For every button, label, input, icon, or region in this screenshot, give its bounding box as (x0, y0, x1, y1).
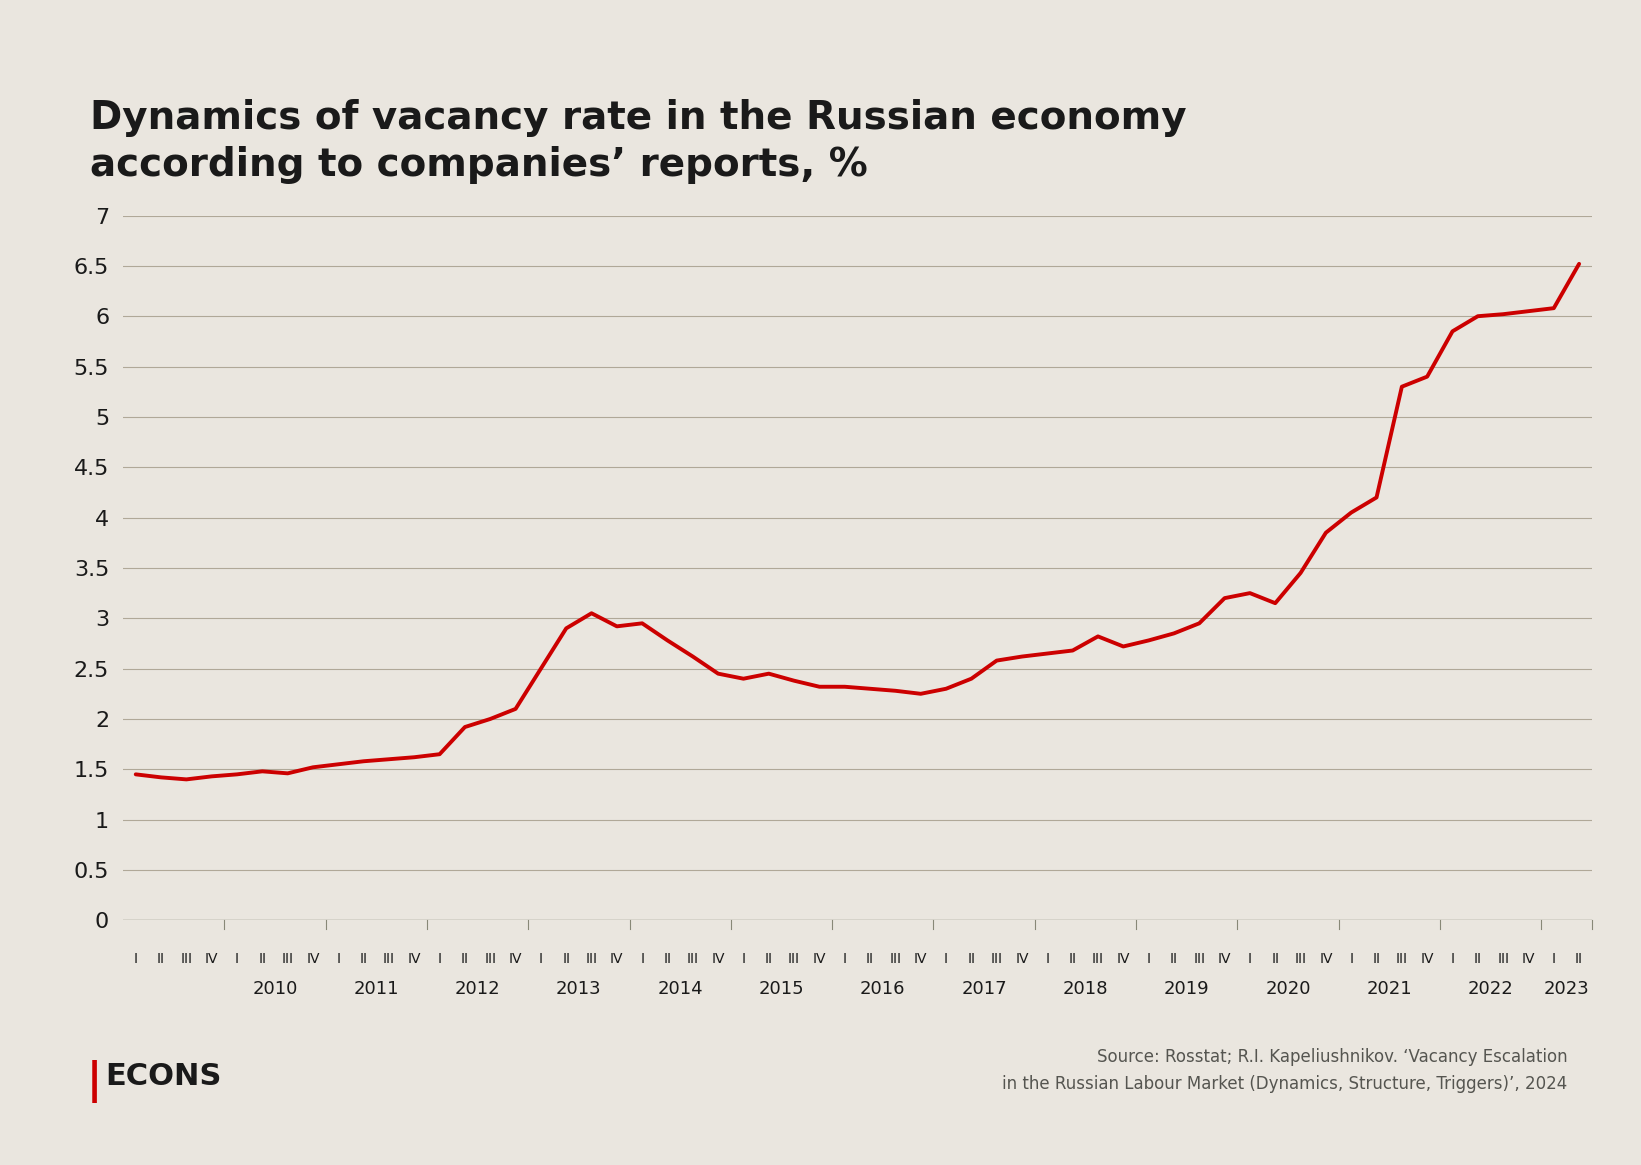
Text: IV: IV (205, 952, 218, 966)
Text: Source: Rosstat; R.I. Kapeliushnikov. ‘Vacancy Escalation
in the Russian Labour : Source: Rosstat; R.I. Kapeliushnikov. ‘V… (1003, 1048, 1567, 1093)
Text: IV: IV (1218, 952, 1231, 966)
Text: IV: IV (1521, 952, 1536, 966)
Text: IV: IV (1016, 952, 1029, 966)
Text: III: III (889, 952, 901, 966)
Text: 2019: 2019 (1163, 980, 1209, 998)
Text: II: II (1170, 952, 1178, 966)
Text: II: II (663, 952, 671, 966)
Text: II: II (1068, 952, 1076, 966)
Text: II: II (968, 952, 975, 966)
Text: 2015: 2015 (758, 980, 804, 998)
Text: II: II (1575, 952, 1584, 966)
Text: I: I (336, 952, 340, 966)
Text: 2018: 2018 (1063, 980, 1108, 998)
Text: I: I (640, 952, 645, 966)
Text: IV: IV (1421, 952, 1434, 966)
Text: IV: IV (509, 952, 522, 966)
Text: II: II (158, 952, 166, 966)
Text: 2021: 2021 (1367, 980, 1411, 998)
Text: IV: IV (1319, 952, 1332, 966)
Text: I: I (235, 952, 240, 966)
Text: III: III (382, 952, 395, 966)
Text: I: I (1552, 952, 1556, 966)
Text: IV: IV (712, 952, 725, 966)
Text: III: III (991, 952, 1003, 966)
Text: IV: IV (610, 952, 624, 966)
Text: ECONS: ECONS (105, 1062, 222, 1092)
Text: 2011: 2011 (353, 980, 399, 998)
Text: III: III (1193, 952, 1204, 966)
Text: 2022: 2022 (1467, 980, 1513, 998)
Text: IV: IV (307, 952, 320, 966)
Text: I: I (1349, 952, 1354, 966)
Text: II: II (359, 952, 368, 966)
Text: III: III (1295, 952, 1306, 966)
Text: 2013: 2013 (556, 980, 602, 998)
Text: III: III (282, 952, 294, 966)
Text: III: III (181, 952, 192, 966)
Text: IV: IV (914, 952, 927, 966)
Text: 2023: 2023 (1544, 980, 1590, 998)
Text: I: I (944, 952, 948, 966)
Text: 2012: 2012 (455, 980, 501, 998)
Text: III: III (1497, 952, 1510, 966)
Text: III: III (586, 952, 597, 966)
Text: I: I (1045, 952, 1049, 966)
Text: IV: IV (407, 952, 422, 966)
Text: I: I (1147, 952, 1150, 966)
Text: II: II (866, 952, 875, 966)
Text: I: I (1451, 952, 1454, 966)
Text: III: III (688, 952, 699, 966)
Text: I: I (438, 952, 441, 966)
Text: Dynamics of vacancy rate in the Russian economy
according to companies’ reports,: Dynamics of vacancy rate in the Russian … (90, 99, 1186, 184)
Text: III: III (484, 952, 496, 966)
Text: 2017: 2017 (962, 980, 1008, 998)
Text: |: | (87, 1060, 102, 1103)
Text: I: I (538, 952, 543, 966)
Text: III: III (1396, 952, 1408, 966)
Text: IV: IV (1116, 952, 1131, 966)
Text: II: II (1474, 952, 1482, 966)
Text: 2016: 2016 (860, 980, 906, 998)
Text: II: II (1272, 952, 1280, 966)
Text: I: I (742, 952, 745, 966)
Text: I: I (133, 952, 138, 966)
Text: II: II (1372, 952, 1380, 966)
Text: 2020: 2020 (1265, 980, 1311, 998)
Text: I: I (1247, 952, 1252, 966)
Text: II: II (765, 952, 773, 966)
Text: III: III (1091, 952, 1104, 966)
Text: 2014: 2014 (658, 980, 702, 998)
Text: I: I (843, 952, 847, 966)
Text: 2010: 2010 (253, 980, 297, 998)
Text: II: II (461, 952, 469, 966)
Text: II: II (563, 952, 569, 966)
Text: IV: IV (812, 952, 825, 966)
Text: III: III (788, 952, 801, 966)
Text: II: II (258, 952, 266, 966)
